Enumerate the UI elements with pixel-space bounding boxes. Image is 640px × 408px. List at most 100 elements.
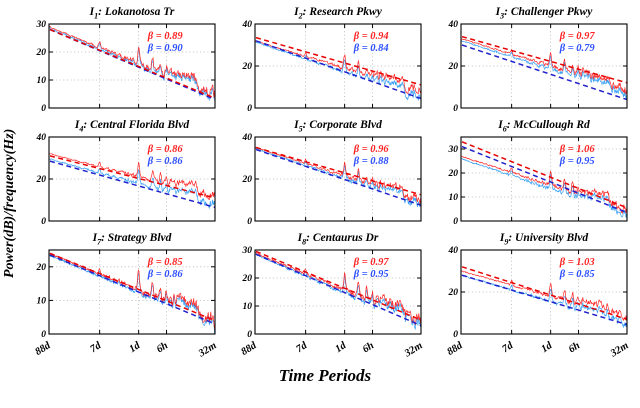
blue-psd-line [49,158,215,210]
x-tick-label: 32m [196,340,219,360]
y-tick-label: 20 [36,263,47,273]
y-tick-label: 20 [36,175,47,185]
beta-red-label: β = 0.97 [353,257,390,268]
red-fit-line [255,36,421,86]
beta-red-label: β = 0.97 [559,31,596,42]
y-tick-label: 40 [36,133,47,143]
x-tick-label: 1d [127,340,142,355]
red-fit-line [461,35,627,84]
x-tick-label: 88d [445,340,465,358]
psd-chart: 0 20 40 β = 0.94β = 0.84 [242,20,422,111]
subplot-title: I8: Centaurus Dr [222,232,428,247]
x-tick-label: 7d [294,340,309,355]
red-fit-line [49,155,215,199]
beta-blue-label: β = 0.86 [147,156,184,167]
subplot-title: I6: McCullough Rd [428,119,634,133]
y-tick-label: 10 [37,296,47,306]
subplot-1: I1: Lokanotosa Tr 0 10 20 30 β = 0.89 β = 0.90 [16,6,222,111]
psd-chart: 0 10 20 30 88d 7d 1d 6h 32m β = 0.97β = 0.95 [239,246,424,360]
subplot-title-part: 1 [94,11,99,21]
beta-red-label: β = 0.94 [353,31,389,42]
x-tick-label: 1d [539,340,554,355]
y-tick-label: 0 [41,330,46,340]
x-tick-label: 6h [361,340,376,355]
y-tick-label: 20 [242,62,253,72]
subplot-title-part: : University Blvd [508,232,589,244]
y-tick-label: 20 [242,274,253,284]
psd-chart: 0 20 40 88d 7d 1d 6h 32m β = 1.03β = 0.85 [445,246,631,360]
subplot-6: I6: McCullough Rd 0 10 20 30 β = 1.06 β = 0.95 [428,119,634,224]
subplot-2: I2: Research Pkwy 0 20 40 β = 0.94 β = 0.84 [222,6,428,111]
y-tick-label: 20 [36,48,47,58]
blue-fit-line [49,160,215,209]
subplot-title: I2: Research Pkwy [222,6,428,21]
x-tick-label: 6h [567,340,582,355]
subplot-title-part: I [498,119,503,131]
subplot-title-part: : Central Florida Blvd [83,119,190,131]
subplot-title: I5: Corporate Blvd [222,119,428,134]
subplot-7: I7: Strategy Blvd 0 10 20 88d 7d 1d 6h 32m β = 0.… [16,232,222,363]
subplot-title: I4: Central Florida Blvd [16,119,222,133]
psd-chart: 0 10 20 30 β = 0.89β = 0.90 [36,20,216,111]
x-tick-label: 7d [500,340,515,355]
subplot-title-part: 2 [298,11,303,21]
blue-fit-line [255,40,421,100]
red-fit-line [49,252,215,322]
blue-fit-line [461,44,627,101]
subplot-8: I8: Centaurus Dr 0 10 20 30 88d 7d 1d 6h 32m β = 0… [222,232,428,363]
plots-grid: I1: Lokanotosa Tr 0 10 20 30 β = 0.89 β = 0.90… [16,6,634,363]
axes-box [460,136,628,222]
beta-blue-label: β = 0.84 [353,43,389,54]
x-tick-label: 32m [608,340,631,360]
beta-red-label: β = 0.89 [147,31,184,42]
subplot-title-part: : Strategy Blvd [101,232,172,244]
red-psd-line [461,38,627,95]
subplot-title-part: 9 [504,237,509,247]
beta-blue-label: β = 0.85 [559,269,595,280]
blue-psd-line [461,158,627,218]
subplot-title-part: 5 [298,124,303,134]
y-tick-label: 0 [247,330,252,340]
blue-fit-line [49,254,215,325]
subplot-title-part: : Centaurus Dr [306,232,379,244]
y-tick-label: 20 [448,169,459,179]
red-psd-line [461,270,627,322]
subplot-title-part: I [499,232,505,244]
subplot-title-part: : Lokanotosa Tr [98,6,175,18]
y-tick-label: 0 [453,330,458,340]
psd-chart: 0 20 40 β = 0.96β = 0.88 [242,133,422,224]
y-tick-label: 20 [448,288,459,298]
subplot-title: I3: Challenger Pkwy [428,6,634,20]
subplot-title-part: I [294,119,299,131]
beta-red-label: β = 0.96 [353,144,390,155]
psd-chart: 0 10 20 30 β = 1.06β = 0.95 [448,136,628,224]
subplot-title-part: I [297,232,303,244]
y-tick-label: 10 [449,193,459,203]
subplot-3: I3: Challenger Pkwy 0 20 40 β = 0.97 β = 0.79 [428,6,634,111]
y-tick-label: 0 [247,104,252,111]
subplot-title: I9: University Blvd [428,232,634,247]
subplot-title-part: 8 [302,237,307,247]
y-tick-label: 30 [448,145,459,155]
blue-psd-line [49,27,215,102]
y-tick-label: 40 [242,20,253,30]
subplot-title: I1: Lokanotosa Tr [16,6,222,21]
axes-box [254,249,422,335]
blue-psd-line [461,40,627,99]
subplot-title-part: I [495,6,501,18]
red-psd-line [49,26,215,99]
subplot-title-part: I [92,232,98,244]
x-tick-label: 6h [155,340,170,355]
y-tick-label: 0 [247,217,252,224]
beta-red-label: β = 0.85 [147,257,183,268]
blue-psd-line [255,147,421,207]
y-tick-label: 40 [448,246,459,256]
subplot-9: I9: University Blvd 0 20 40 88d 7d 1d 6h 32m β = … [428,232,634,363]
y-tick-label: 40 [242,133,253,143]
subplot-title-part: : Corporate Blvd [302,119,382,131]
beta-blue-label: β = 0.88 [353,156,390,167]
red-psd-line [461,155,627,214]
beta-blue-label: β = 0.90 [147,43,184,54]
y-tick-label: 20 [448,62,459,72]
